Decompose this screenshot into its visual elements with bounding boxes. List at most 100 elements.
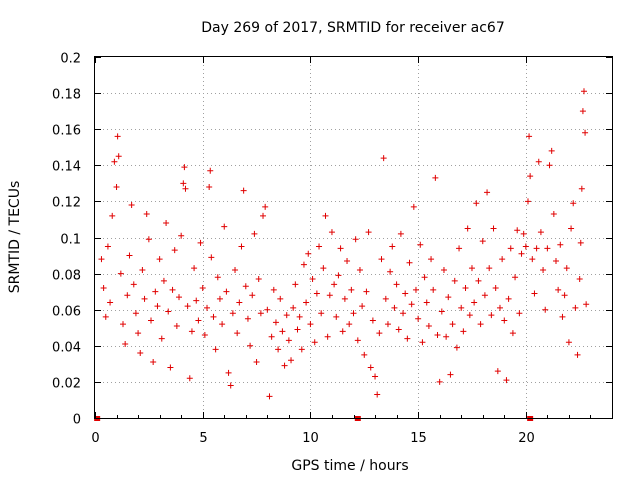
data-point <box>169 286 176 293</box>
data-point <box>270 286 277 293</box>
data-point <box>393 281 400 288</box>
data-point <box>434 331 441 338</box>
data-point <box>552 257 559 264</box>
data-point <box>290 304 297 311</box>
data-point <box>221 223 228 230</box>
data-point <box>171 247 178 254</box>
data-point <box>460 328 467 335</box>
data-point <box>579 108 586 115</box>
data-point <box>512 274 519 281</box>
data-point <box>486 265 493 272</box>
data-point <box>307 321 314 328</box>
data-point <box>565 339 572 346</box>
data-point <box>499 256 506 263</box>
data-point <box>494 368 501 375</box>
data-point <box>219 321 226 328</box>
data-point <box>518 250 525 257</box>
data-point <box>173 322 180 329</box>
data-point <box>352 236 359 243</box>
data-point <box>268 333 275 340</box>
data-point <box>436 378 443 385</box>
data-point <box>279 328 286 335</box>
x-tick-label: 20 <box>518 431 535 446</box>
data-point <box>294 326 301 333</box>
data-point <box>568 225 575 232</box>
data-point <box>193 297 200 304</box>
data-point <box>384 321 391 328</box>
data-point <box>492 285 499 292</box>
data-point <box>365 229 372 236</box>
data-point <box>475 277 482 284</box>
data-point <box>288 357 295 364</box>
data-point <box>126 252 133 259</box>
data-point <box>178 232 185 239</box>
data-point <box>484 189 491 196</box>
data-point <box>428 256 435 263</box>
y-tick-label: 0.18 <box>52 88 81 103</box>
data-point <box>458 304 465 311</box>
data-point <box>447 371 454 378</box>
data-point <box>244 315 251 322</box>
data-point <box>212 346 219 353</box>
data-point <box>374 391 381 398</box>
data-point <box>331 281 338 288</box>
data-point <box>391 304 398 311</box>
data-point <box>507 245 514 252</box>
data-point <box>524 198 531 205</box>
data-point <box>154 303 161 310</box>
data-point <box>257 310 264 317</box>
data-point <box>208 254 215 261</box>
data-point <box>188 328 195 335</box>
data-point <box>378 256 385 263</box>
data-point <box>361 351 368 358</box>
data-point <box>445 294 452 301</box>
data-point <box>449 321 456 328</box>
data-point <box>406 259 413 266</box>
data-point <box>535 158 542 165</box>
data-point <box>229 310 236 317</box>
data-point <box>443 333 450 340</box>
data-point <box>266 393 273 400</box>
data-point <box>216 295 223 302</box>
data-point <box>277 295 284 302</box>
x-tick-label: 10 <box>302 431 319 446</box>
data-point <box>577 239 584 246</box>
x-axis-label: GPS time / hours <box>291 458 408 474</box>
data-point <box>262 203 269 210</box>
data-point <box>98 256 105 263</box>
data-point <box>527 173 534 180</box>
data-point <box>150 359 157 366</box>
data-point <box>376 330 383 337</box>
data-point <box>145 236 152 243</box>
data-point <box>184 303 191 310</box>
data-point <box>264 306 271 313</box>
y-tick-label: 0.02 <box>52 377 81 392</box>
data-point <box>341 295 348 302</box>
data-point <box>137 350 144 357</box>
data-point <box>529 256 536 263</box>
data-point <box>135 330 142 337</box>
data-point <box>240 187 247 194</box>
data-point <box>572 304 579 311</box>
data-point <box>574 351 581 358</box>
data-point <box>395 326 402 333</box>
data-point <box>356 266 363 273</box>
data-point <box>143 211 150 218</box>
data-point <box>542 306 549 313</box>
data-point <box>305 250 312 257</box>
data-point <box>201 331 208 338</box>
data-point <box>520 230 527 237</box>
data-point <box>285 337 292 344</box>
data-point <box>354 337 361 344</box>
data-point <box>160 277 167 284</box>
data-point <box>389 243 396 250</box>
data-point <box>419 339 426 346</box>
x-tick-label: 15 <box>410 431 427 446</box>
data-point <box>253 359 260 366</box>
data-point <box>453 344 460 351</box>
data-point <box>111 158 118 165</box>
data-point <box>204 304 211 311</box>
data-point <box>430 286 437 293</box>
data-point <box>107 299 114 306</box>
data-point <box>544 245 551 252</box>
